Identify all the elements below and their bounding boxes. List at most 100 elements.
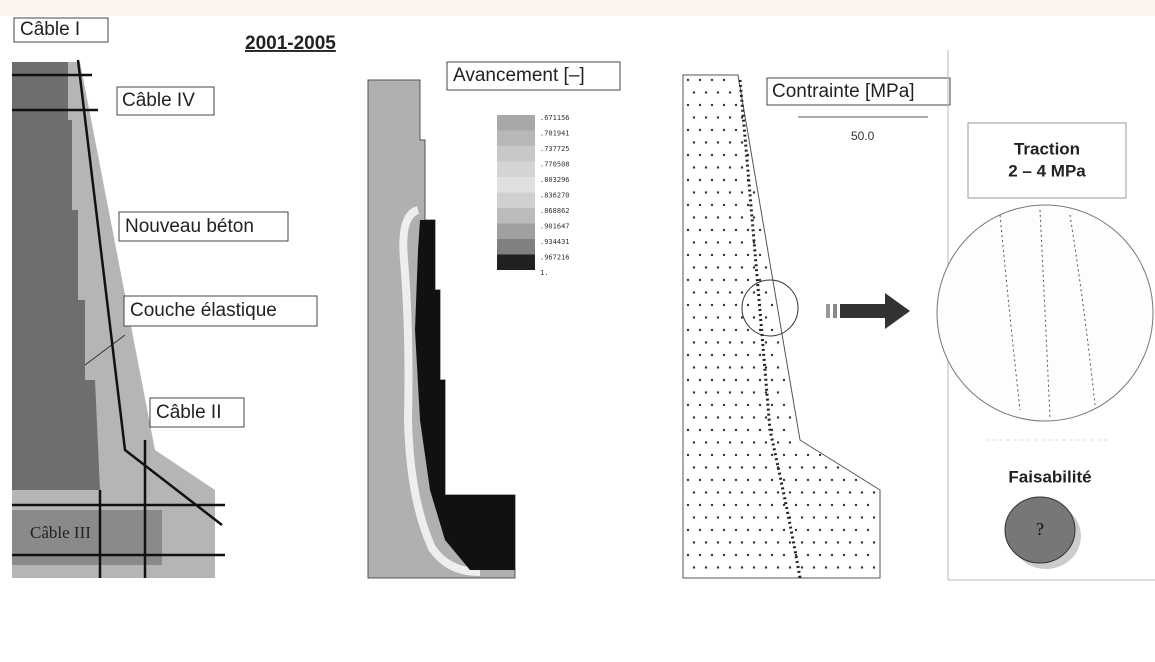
vector bbox=[842, 528, 846, 532]
label-box bbox=[123, 295, 318, 327]
vector bbox=[710, 428, 714, 432]
vector bbox=[752, 291, 756, 294]
vector bbox=[800, 566, 804, 569]
vector bbox=[740, 566, 744, 569]
vector bbox=[692, 141, 696, 144]
legend-label: .868862 bbox=[540, 207, 570, 215]
vector bbox=[860, 566, 864, 569]
vector bbox=[722, 203, 726, 207]
vector bbox=[686, 403, 690, 407]
vector bbox=[758, 353, 762, 357]
vector bbox=[704, 366, 708, 369]
vector bbox=[734, 428, 738, 432]
vector bbox=[818, 553, 822, 557]
vector bbox=[740, 166, 744, 169]
vector bbox=[746, 228, 750, 232]
vector bbox=[710, 78, 714, 82]
zoom bbox=[936, 204, 1154, 422]
vector bbox=[686, 478, 690, 482]
vector bbox=[734, 453, 738, 457]
vector bbox=[734, 303, 738, 307]
stress-line bbox=[738, 79, 802, 579]
vector bbox=[716, 316, 720, 319]
vector bbox=[716, 541, 720, 544]
vector bbox=[704, 516, 708, 519]
legend-swatch bbox=[497, 130, 535, 146]
label-box bbox=[766, 77, 951, 106]
vector bbox=[728, 566, 732, 569]
label: Faisabilité bbox=[1008, 467, 1091, 486]
vector bbox=[704, 241, 708, 244]
vector bbox=[686, 353, 690, 357]
vector bbox=[722, 553, 726, 557]
vector bbox=[770, 478, 774, 482]
vector bbox=[782, 478, 786, 482]
pointer bbox=[84, 334, 126, 366]
vector bbox=[692, 316, 696, 319]
legend-label: .701941 bbox=[540, 130, 570, 138]
vector bbox=[686, 128, 690, 132]
vector bbox=[716, 266, 720, 269]
vector bbox=[752, 441, 756, 444]
vector bbox=[722, 303, 726, 307]
vector bbox=[812, 541, 816, 544]
vector bbox=[818, 478, 822, 482]
vector bbox=[686, 303, 690, 307]
vector bbox=[692, 566, 696, 569]
vector bbox=[716, 291, 720, 294]
vector bbox=[698, 303, 702, 307]
vector bbox=[698, 328, 702, 332]
vector bbox=[746, 378, 750, 382]
vector bbox=[692, 366, 696, 369]
vector bbox=[704, 491, 708, 494]
label: Câble I bbox=[20, 19, 80, 40]
vector bbox=[722, 353, 726, 357]
vector bbox=[686, 453, 690, 457]
disc bbox=[1004, 496, 1076, 564]
traction-box bbox=[967, 122, 1127, 199]
vector bbox=[686, 378, 690, 382]
vector bbox=[800, 491, 804, 494]
vector bbox=[710, 228, 714, 232]
vector bbox=[746, 528, 750, 532]
vector bbox=[836, 516, 840, 519]
vector bbox=[776, 491, 780, 494]
vector bbox=[692, 241, 696, 244]
vector bbox=[698, 353, 702, 357]
vector bbox=[710, 203, 714, 207]
vector bbox=[698, 253, 702, 257]
vector bbox=[692, 216, 696, 219]
vector bbox=[698, 178, 702, 182]
vector bbox=[740, 341, 744, 344]
vector bbox=[734, 378, 738, 382]
vector-field bbox=[686, 78, 876, 569]
vector bbox=[800, 466, 804, 469]
vector bbox=[782, 553, 786, 557]
vector bbox=[710, 378, 714, 382]
title: 2001-2005 bbox=[245, 33, 336, 54]
vector bbox=[764, 391, 768, 394]
vector bbox=[716, 466, 720, 469]
vector bbox=[818, 528, 822, 532]
vector bbox=[764, 266, 768, 269]
vector bbox=[686, 203, 690, 207]
vector bbox=[758, 428, 762, 432]
label: Câble III bbox=[30, 523, 91, 542]
vector bbox=[836, 491, 840, 494]
vector bbox=[716, 116, 720, 119]
vector bbox=[746, 278, 750, 282]
vector bbox=[728, 491, 732, 494]
vector bbox=[722, 428, 726, 432]
vector bbox=[794, 528, 798, 532]
vector bbox=[692, 541, 696, 544]
vector bbox=[728, 266, 732, 269]
scale-label: 50.0 bbox=[851, 129, 875, 143]
vector bbox=[770, 553, 774, 557]
vector bbox=[806, 453, 810, 457]
vector bbox=[770, 353, 774, 357]
vector bbox=[686, 503, 690, 507]
panel-contrainte: Contrainte [MPa] 50.0 bbox=[682, 74, 951, 579]
vector bbox=[710, 128, 714, 132]
vector bbox=[764, 466, 768, 469]
vector bbox=[698, 428, 702, 432]
